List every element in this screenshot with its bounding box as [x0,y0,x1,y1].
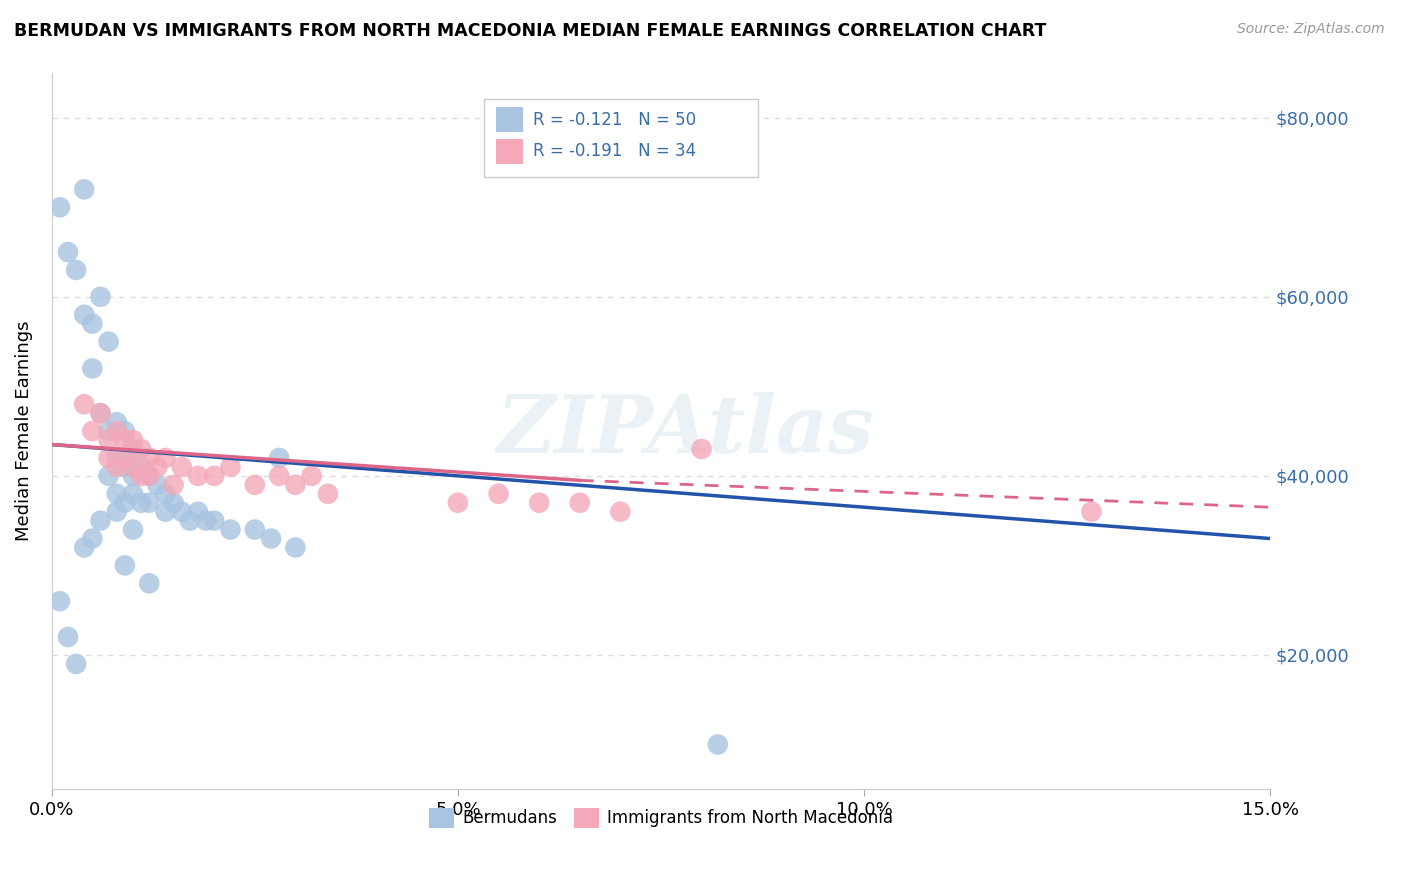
Point [89,406,111,420]
Point [73,397,96,411]
Text: R = -0.121   N = 50: R = -0.121 N = 50 [533,111,696,128]
Point [301,468,323,483]
Point [162,478,184,492]
Point [138,576,160,591]
Point [105,505,128,519]
Point [129,442,152,456]
Point [65,657,87,671]
Point [89,406,111,420]
Point [114,450,136,465]
Point [146,459,169,474]
Text: BERMUDAN VS IMMIGRANTS FROM NORTH MACEDONIA MEDIAN FEMALE EARNINGS CORRELATION C: BERMUDAN VS IMMIGRANTS FROM NORTH MACEDO… [14,22,1046,40]
Point [129,468,152,483]
Legend: Bermudans, Immigrants from North Macedonia: Bermudans, Immigrants from North Macedon… [422,801,900,835]
Point [97,450,120,465]
FancyBboxPatch shape [484,100,758,177]
Point [97,424,120,438]
Point [202,468,225,483]
Point [114,496,136,510]
Point [269,468,291,483]
Point [155,450,177,465]
Y-axis label: Median Female Earnings: Median Female Earnings [15,321,32,541]
Point [269,450,291,465]
Point [187,468,209,483]
Point [690,442,713,456]
FancyBboxPatch shape [496,107,523,132]
Point [114,433,136,447]
Point [707,738,730,752]
Point [105,487,128,501]
Point [447,496,470,510]
Point [114,424,136,438]
Point [73,541,96,555]
Point [155,505,177,519]
Point [243,478,266,492]
Text: Source: ZipAtlas.com: Source: ZipAtlas.com [1237,22,1385,37]
Point [89,514,111,528]
Point [49,200,72,214]
Point [122,459,145,474]
Point [316,487,339,501]
Point [97,468,120,483]
Point [284,478,307,492]
Point [82,317,104,331]
Point [527,496,550,510]
Point [202,514,225,528]
Text: ZIPAtlas: ZIPAtlas [496,392,875,470]
Point [49,594,72,608]
Point [105,459,128,474]
Text: R = -0.191   N = 34: R = -0.191 N = 34 [533,143,696,161]
Point [219,523,242,537]
Point [122,468,145,483]
Point [105,424,128,438]
Point [260,532,283,546]
Point [187,505,209,519]
Point [105,415,128,429]
Point [138,468,160,483]
Point [97,433,120,447]
Point [170,459,193,474]
Point [129,459,152,474]
FancyBboxPatch shape [496,139,523,164]
Point [114,558,136,573]
Point [122,433,145,447]
Point [82,361,104,376]
Point [146,478,169,492]
Point [138,496,160,510]
Point [97,334,120,349]
Point [129,496,152,510]
Point [114,459,136,474]
Point [56,630,79,644]
Point [73,182,96,196]
Point [179,514,201,528]
Point [82,532,104,546]
Point [155,487,177,501]
Point [162,496,184,510]
Point [122,442,145,456]
Point [1080,505,1102,519]
Point [122,487,145,501]
Point [284,541,307,555]
Point [568,496,591,510]
Point [609,505,631,519]
Point [65,263,87,277]
Point [105,450,128,465]
Point [73,308,96,322]
Point [488,487,510,501]
Point [195,514,218,528]
Point [138,450,160,465]
Point [89,290,111,304]
Point [56,245,79,260]
Point [82,424,104,438]
Point [138,468,160,483]
Point [219,459,242,474]
Point [243,523,266,537]
Point [170,505,193,519]
Point [122,523,145,537]
